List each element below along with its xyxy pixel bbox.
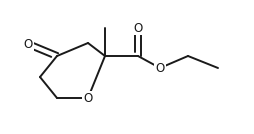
Text: O: O <box>155 62 165 75</box>
Text: O: O <box>133 21 143 34</box>
Text: O: O <box>83 92 93 105</box>
Text: O: O <box>23 38 33 51</box>
